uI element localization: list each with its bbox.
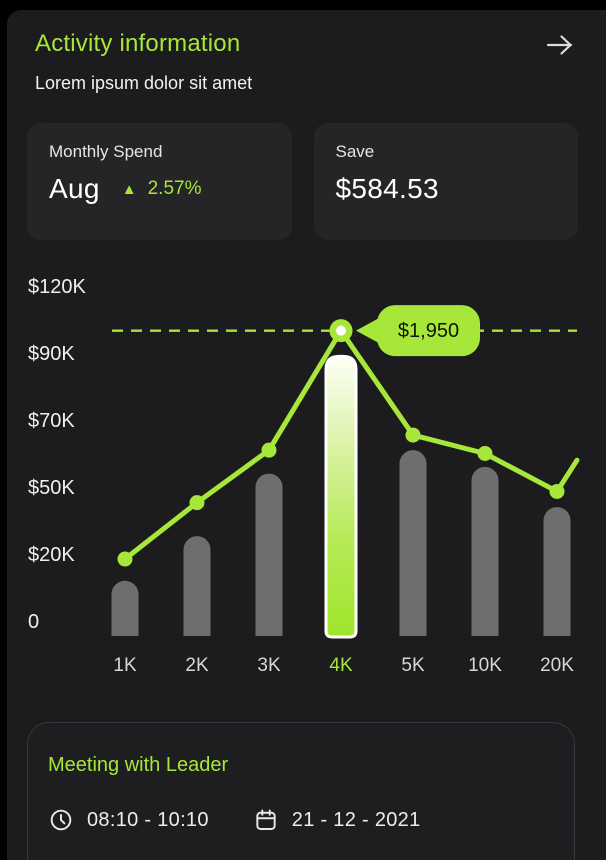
x-axis-label-20K: 20K: [540, 655, 574, 676]
chart-bar-10K[interactable]: [471, 466, 499, 636]
x-axis-label-2K: 2K: [185, 655, 209, 676]
meeting-time: 08:10 - 10:10: [87, 808, 209, 831]
monthly-spend-card[interactable]: Monthly Spend Aug ▲ 2.57%: [27, 123, 292, 240]
x-axis-label-5K: 5K: [401, 655, 425, 676]
chart-dot-3K[interactable]: [261, 442, 277, 458]
chart-tooltip-value: $1,950: [398, 320, 459, 342]
chart-dot-1K[interactable]: [117, 551, 133, 567]
chart-dot-peak-center: [336, 325, 346, 336]
chart-bar-5K[interactable]: [399, 450, 427, 636]
meeting-time-item: 08:10 - 10:10: [48, 807, 209, 833]
stat-label: Save: [335, 142, 375, 161]
y-axis-label: $50K: [28, 477, 75, 499]
chart-bar-2K[interactable]: [183, 536, 211, 636]
stat-value: $584.53: [335, 173, 439, 204]
meeting-card[interactable]: Meeting with Leader 08:10 - 10:10 21 - 1…: [27, 722, 575, 860]
activity-chart: $1,950 $120K $90K $70K $50K $20K 0 1K 2K 3K 4K 5K 10…: [7, 250, 606, 690]
page-subtitle: Lorem ipsum dolor sit amet: [35, 73, 253, 93]
chart-tooltip-tail: [356, 318, 378, 343]
y-axis-label: 0: [28, 611, 39, 633]
open-details-button[interactable]: [543, 30, 577, 60]
meeting-date: 21 - 12 - 2021: [291, 808, 421, 831]
arrow-right-icon: [546, 35, 573, 55]
y-axis-label: $20K: [28, 544, 75, 566]
chart-bar-highlight-4K[interactable]: [324, 354, 358, 639]
x-axis-label-1K: 1K: [113, 655, 137, 676]
page-title: Activity information: [35, 30, 241, 57]
x-axis-label-3K: 3K: [257, 655, 281, 676]
triangle-up-icon: ▲: [121, 180, 137, 198]
x-axis-label-4K: 4K: [329, 655, 353, 676]
chart-bar-3K[interactable]: [255, 473, 283, 636]
stat-label: Monthly Spend: [49, 142, 163, 161]
calendar-icon: [256, 809, 276, 830]
chart-bar-1K[interactable]: [111, 580, 139, 636]
meeting-date-item: 21 - 12 - 2021: [253, 807, 421, 833]
chart-bar-20K[interactable]: [543, 507, 571, 636]
clock-icon: [50, 809, 72, 831]
chart-tooltip[interactable]: $1,950: [356, 305, 480, 357]
stat-cards-row: Monthly Spend Aug ▲ 2.57% Save $584.53: [27, 123, 578, 240]
y-axis-label: $70K: [28, 410, 75, 432]
y-axis-label: $120K: [28, 276, 86, 298]
chart-tooltip-bubble: [377, 305, 480, 357]
delta-percent: 2.57%: [147, 178, 202, 199]
chart-dot-20K[interactable]: [549, 483, 565, 499]
save-card[interactable]: Save $584.53: [313, 123, 578, 240]
meeting-title: Meeting with Leader: [48, 754, 229, 776]
y-axis-label: $90K: [28, 343, 75, 365]
chart-dot-10K[interactable]: [477, 446, 493, 461]
chart-canvas: $1,950 $120K $90K $70K $50K $20K 0 1K 2K 3K 4K 5K 10…: [28, 276, 580, 676]
chart-dot-5K[interactable]: [405, 427, 421, 443]
activity-screen: Activity information Lorem ipsum dolor s…: [7, 10, 606, 860]
chart-trend-line: [122, 328, 580, 562]
stat-value: Aug: [49, 173, 100, 204]
chart-dot-2K[interactable]: [189, 495, 205, 511]
x-axis-label-10K: 10K: [468, 655, 502, 676]
